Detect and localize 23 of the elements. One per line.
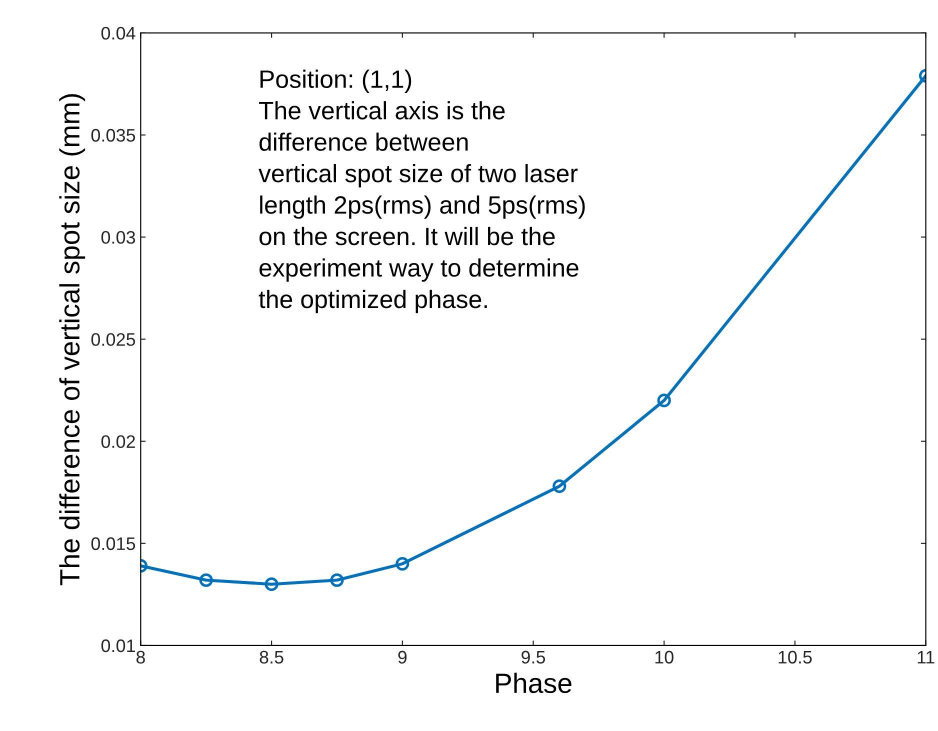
x-tick-label: 11 — [918, 650, 934, 664]
y-tick-label: 0.035 — [91, 128, 136, 142]
y-tick-label: 0.01 — [101, 639, 135, 652]
y-tick-label: 0.03 — [101, 231, 136, 244]
annotation: Position: (1,1) The vertical axis is the difference between vertical spot size of two laser length 2ps(rms) and 5ps(rms) on the screen. It will be the experiment way to determine the optimized phase. — [258, 70, 585, 314]
y-tick-label: 0.04 — [101, 26, 136, 40]
point — [199, 573, 213, 587]
x-tick-label: 8 — [136, 650, 145, 664]
y-tick-label: 0.025 — [91, 333, 136, 346]
y-axis-title: The difference of vertical spot size (mm) — [59, 94, 86, 586]
x-tick-label: 8.5 — [260, 650, 284, 664]
x-tick-label: 10.5 — [778, 650, 812, 664]
y-tick-label: 0.015 — [91, 537, 136, 550]
x-tick-label: 9.5 — [522, 650, 546, 664]
point — [264, 577, 278, 592]
x-tick-label: 9 — [398, 650, 407, 664]
x-tick-label: 10 — [655, 650, 674, 664]
y-tick-label: 0.02 — [101, 435, 135, 448]
point — [657, 394, 671, 408]
x-axis-title: Phase — [496, 672, 572, 694]
point — [552, 479, 566, 494]
point — [396, 556, 410, 571]
point — [330, 573, 344, 587]
